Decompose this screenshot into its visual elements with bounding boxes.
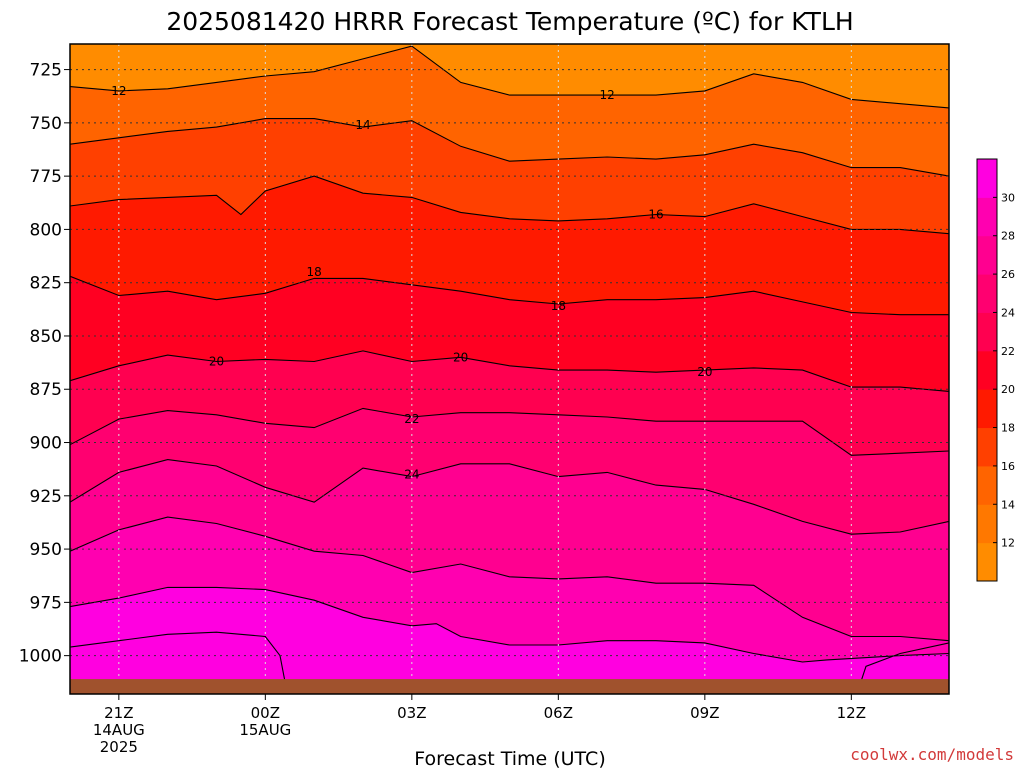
contour-label: 22	[404, 412, 419, 426]
contour-line-28-east	[860, 642, 949, 682]
band-coldest	[70, 44, 949, 108]
y-tick-label: 825	[30, 274, 62, 294]
x-tick-label: 06Z	[544, 704, 573, 722]
colorbar-segment	[977, 350, 997, 390]
contour-line-20	[70, 350, 949, 392]
x-tick-label: 2025	[100, 738, 138, 756]
x-tick-label: 21Z	[104, 704, 133, 722]
x-tick-label: 03Z	[397, 704, 426, 722]
x-tick-label: 09Z	[690, 704, 719, 722]
colorbar-label: 14	[1001, 498, 1015, 511]
y-tick-label: 775	[30, 167, 62, 187]
contour-line-14	[70, 118, 949, 177]
colorbar-segment	[977, 427, 997, 467]
colorbar-label: 28	[1001, 230, 1015, 243]
colorbar-segment	[977, 159, 997, 198]
contour-label: 20	[453, 350, 468, 364]
credit-text: coolwx.com/models	[850, 745, 1014, 764]
contour-label: 12	[111, 84, 126, 98]
y-tick-label: 875	[30, 380, 62, 400]
contour-line-12	[70, 45, 949, 109]
contour-label: 12	[600, 88, 615, 102]
chart-title: 2025081420 HRRR Forecast Temperature (ºC…	[166, 7, 853, 36]
colorbar-segment	[977, 274, 997, 313]
y-tick-label: 1000	[19, 647, 62, 667]
surface-ground	[70, 679, 949, 694]
colorbar-frame	[976, 158, 998, 582]
y-tick-label: 750	[30, 114, 62, 134]
y-tick-label: 975	[30, 593, 62, 613]
colorbar-segment	[977, 312, 997, 352]
colorbar-segment	[977, 504, 997, 544]
band-warm-core	[70, 632, 285, 682]
contour-line-24	[70, 459, 949, 535]
y-tick-label: 950	[30, 540, 62, 560]
contour-label: 16	[648, 207, 663, 221]
contour-line-22	[70, 407, 949, 456]
contour-label: 18	[307, 265, 322, 279]
plot-frame	[69, 43, 950, 695]
colorbar-segment	[977, 542, 997, 582]
colorbar-label: 24	[1001, 306, 1015, 319]
contour-line-18	[70, 275, 949, 316]
y-tick-label: 850	[30, 327, 62, 347]
colorbar-label: 22	[1001, 345, 1015, 358]
y-tick-label: 900	[30, 434, 62, 454]
x-tick-label: 00Z	[251, 704, 280, 722]
contour-line-26	[70, 516, 949, 642]
y-tick-label: 925	[30, 487, 62, 507]
contour-line-28	[70, 586, 949, 663]
colorbar-segment	[977, 235, 997, 275]
colorbar-segment	[977, 465, 997, 505]
x-tick-label: 14AUG	[93, 721, 145, 739]
contour-label: 20	[209, 355, 224, 369]
y-tick-label: 725	[30, 61, 62, 81]
colorbar-segment	[977, 197, 997, 237]
colorbar-label: 12	[1001, 537, 1015, 550]
x-tick-label: 12Z	[837, 704, 866, 722]
colorbar-label: 26	[1001, 268, 1015, 281]
colorbar-segment	[977, 389, 997, 429]
y-tick-label: 800	[30, 220, 62, 240]
contour-label: 20	[697, 365, 712, 379]
colorbar-label: 30	[1001, 191, 1015, 204]
x-tick-label: 15AUG	[239, 721, 291, 739]
x-axis-title: Forecast Time (UTC)	[414, 748, 605, 768]
contour-label: 14	[355, 118, 370, 132]
colorbar-label: 20	[1001, 383, 1015, 396]
colorbar-label: 16	[1001, 460, 1015, 473]
contour-label: 18	[551, 299, 566, 313]
colorbar-label: 18	[1001, 422, 1015, 435]
contour-line-16	[70, 175, 949, 235]
contour-label: 24	[404, 467, 419, 481]
